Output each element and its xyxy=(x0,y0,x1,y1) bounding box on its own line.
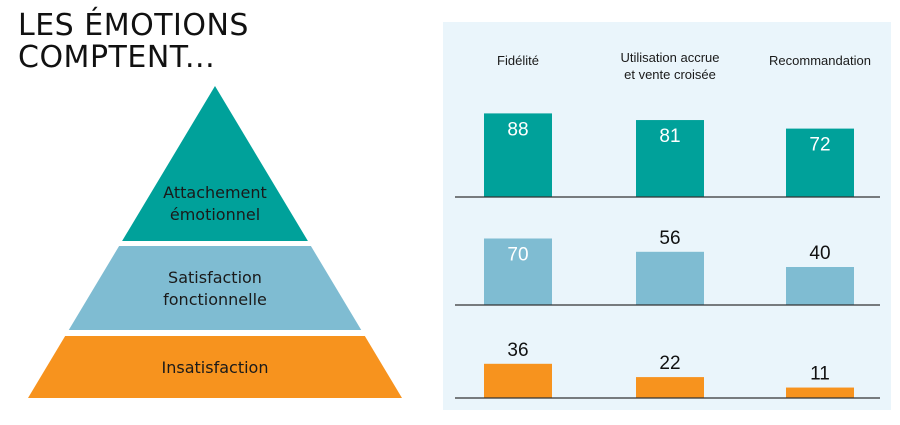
pyramid-level-2 xyxy=(68,246,362,330)
bar xyxy=(636,120,704,197)
bar xyxy=(786,387,854,398)
category-label: et vente croisée xyxy=(624,67,716,82)
bar-value-label: 36 xyxy=(507,340,528,361)
bar xyxy=(636,377,704,398)
bar-value-label: 72 xyxy=(809,135,830,156)
category-label: Fidélité xyxy=(497,53,539,68)
bar xyxy=(786,128,854,197)
bar-value-label: 88 xyxy=(507,119,528,140)
bar xyxy=(484,363,552,398)
pyramid-level-label: Insatisfaction xyxy=(162,358,269,377)
bar-value-label: 70 xyxy=(507,245,528,266)
bar xyxy=(786,267,854,305)
category-label: Utilisation accrue xyxy=(621,50,720,65)
pyramid-level-label: Satisfaction xyxy=(168,268,262,287)
emotion-pyramid: Attachement émotionnel Satisfaction fonctio… xyxy=(28,86,402,398)
pyramid-level-label: émotionnel xyxy=(170,205,260,224)
bar xyxy=(484,113,552,197)
bar-value-label: 81 xyxy=(659,126,680,147)
pyramid-level-label: Attachement xyxy=(163,183,267,202)
title-line-1: LES ÉMOTIONS xyxy=(18,8,249,43)
bar xyxy=(636,251,704,305)
bar-value-label: 56 xyxy=(659,228,680,249)
pyramid-level-label: fonctionnelle xyxy=(163,290,267,309)
bar-value-label: 40 xyxy=(809,243,830,264)
pyramid-level-3 xyxy=(28,336,402,398)
bar-value-label: 11 xyxy=(810,364,830,385)
title-line-2: COMPTENT... xyxy=(18,40,216,75)
page-title: LES ÉMOTIONS COMPTENT... xyxy=(18,10,249,74)
category-label: Recommandation xyxy=(769,53,871,68)
pyramid-level-1 xyxy=(122,86,308,241)
bar xyxy=(484,238,552,305)
chart-panel xyxy=(443,22,891,410)
bar-value-label: 22 xyxy=(659,353,680,374)
